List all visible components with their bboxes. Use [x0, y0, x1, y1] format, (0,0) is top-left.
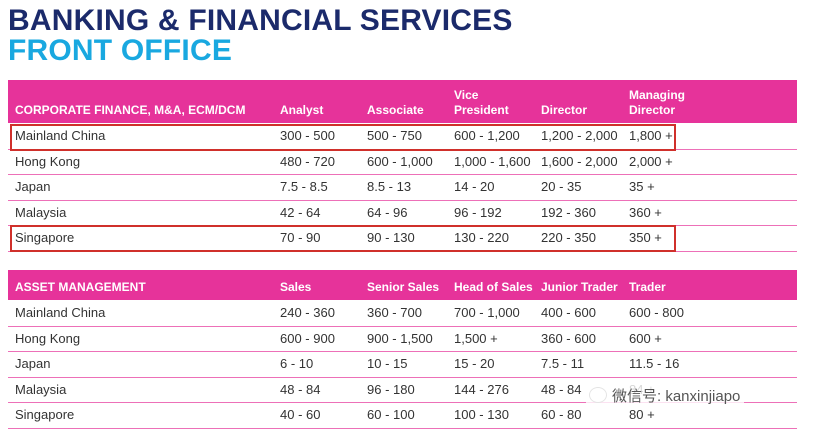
cell: 240 - 360 [280, 305, 335, 320]
cell: 600 - 1,000 [367, 153, 433, 169]
cell: 35 + [629, 179, 655, 194]
cell: 144 - 276 [454, 381, 509, 397]
cell: 48 - 84 [280, 381, 321, 397]
cell: 48 - 84 [541, 381, 582, 397]
cell: 60 - 80 [541, 407, 582, 422]
watermark: 微信号: kanxinjiapo [586, 385, 745, 406]
highlight-box [10, 124, 676, 151]
cell: 96 - 192 [454, 204, 502, 220]
column-header: Sales [280, 280, 312, 294]
cell: 7.5 - 8.5 [280, 179, 328, 194]
cell: 8.5 - 13 [367, 179, 412, 194]
cell: 600 - 1,200 [454, 128, 520, 143]
cell: 360 + [629, 204, 662, 220]
column-header: Trader [629, 280, 666, 294]
cell: 100 - 130 [454, 407, 509, 422]
cell: 20 - 35 [541, 179, 582, 194]
row-label: Mainland China [15, 305, 106, 320]
cell: 1,500 + [454, 330, 498, 346]
cell: 360 - 700 [367, 305, 422, 320]
cell: 600 - 900 [280, 330, 335, 346]
row-label: Malaysia [15, 381, 67, 397]
row-label: Mainland China [15, 128, 106, 143]
row-divider [8, 376, 797, 378]
column-header: Head of Sales [454, 280, 533, 294]
row-label: Malaysia [15, 204, 67, 220]
row-label: Japan [15, 356, 51, 371]
cell: 80 + [629, 407, 655, 422]
cell: 900 - 1,500 [367, 330, 433, 346]
column-header: Director [541, 103, 588, 117]
cell: 1,800 + [629, 128, 673, 143]
column-header: ASSET MANAGEMENT [15, 280, 146, 294]
row-label: Hong Kong [15, 330, 81, 346]
cell: 64 - 96 [367, 204, 408, 220]
row-label: Singapore [15, 230, 75, 245]
column-header: Associate [367, 103, 424, 117]
column-header: Vice President [454, 88, 509, 117]
column-header: Managing Director [629, 88, 685, 117]
table-header [8, 270, 797, 300]
row-label: Japan [15, 179, 51, 194]
cell: 42 - 64 [280, 204, 321, 220]
row-divider [8, 402, 797, 403]
cell: 70 - 90 [280, 230, 321, 245]
cell: 350 + [629, 230, 662, 245]
table-header [8, 80, 797, 123]
cell: 192 - 360 [541, 204, 596, 220]
row-divider [8, 351, 797, 352]
cell: 360 - 600 [541, 330, 596, 346]
column-header: Analyst [280, 103, 324, 117]
cell: 300 - 500 [280, 128, 335, 143]
cell: 1,000 - 1,600 [454, 153, 531, 169]
cell: 7.5 - 11 [541, 356, 585, 371]
cell: 1,200 - 2,000 [541, 128, 618, 143]
column-header: Senior Sales [367, 280, 440, 294]
row-divider [8, 427, 797, 429]
cell: 11.5 - 16 [629, 356, 680, 371]
cell: 60 - 100 [367, 407, 415, 422]
cell: 480 - 720 [280, 153, 335, 169]
cell: 10 - 15 [367, 356, 408, 371]
column-header: Junior Trader [541, 280, 618, 294]
row-label: Singapore [15, 407, 75, 422]
cell: 130 - 220 [454, 230, 509, 245]
title: BANKING & FINANCIAL SERVICES [8, 4, 513, 37]
row-divider [8, 174, 797, 175]
highlight-box [10, 225, 676, 252]
cell: 400 - 600 [541, 305, 596, 320]
cell: 220 - 350 [541, 230, 596, 245]
cell: 6 - 10 [280, 356, 314, 371]
cell: 96 - 180 [367, 381, 415, 397]
cell: 600 + [629, 330, 662, 346]
row-divider [8, 199, 797, 201]
row-divider [8, 325, 797, 327]
cell: 14 - 20 [454, 179, 495, 194]
subtitle: FRONT OFFICE [8, 34, 233, 67]
cell: 2,000 + [629, 153, 673, 169]
cell: 700 - 1,000 [454, 305, 520, 320]
cell: 40 - 60 [280, 407, 321, 422]
row-label: Hong Kong [15, 153, 81, 169]
cell: 1,600 - 2,000 [541, 153, 618, 169]
cell: 600 - 800 [629, 305, 684, 320]
cell: 15 - 20 [454, 356, 495, 371]
cell: 90 - 130 [367, 230, 415, 245]
column-header: CORPORATE FINANCE, M&A, ECM/DCM [15, 103, 246, 117]
cell: 500 - 750 [367, 128, 422, 143]
